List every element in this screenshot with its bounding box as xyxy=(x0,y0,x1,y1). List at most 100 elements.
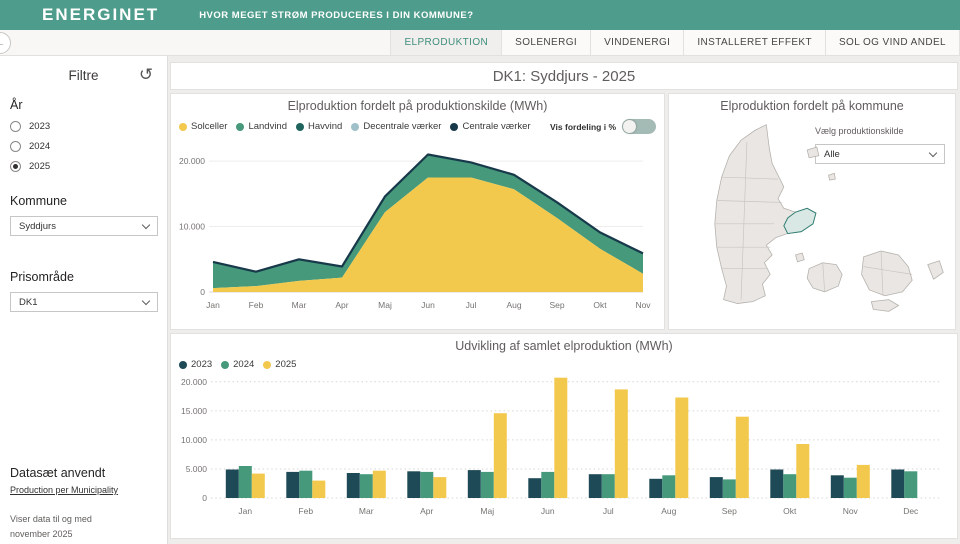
chevron-down-icon xyxy=(141,296,151,305)
prisomraade-filter-label: Prisområde xyxy=(10,270,74,284)
radio-checked-icon xyxy=(10,161,21,172)
svg-text:Okt: Okt xyxy=(783,506,797,516)
energinet-logo: ENERGINET xyxy=(42,5,160,24)
map-samsoe xyxy=(795,252,805,263)
tab-installeret-effekt[interactable]: INSTALLERET EFFEKT xyxy=(683,30,825,55)
svg-text:Aug: Aug xyxy=(506,300,521,310)
legend-label: 2023 xyxy=(191,359,213,370)
radio-label: 2025 xyxy=(29,161,51,172)
percent-toggle-label: Vis fordeling i % xyxy=(550,121,616,132)
kommune-dropdown[interactable]: Syddjurs xyxy=(10,216,158,236)
stacked-area-chart[interactable]: 0 10.000 20.000 Jan Feb Mar Apr Maj Jun Jul Aug Sep… xyxy=(171,134,656,322)
legend-label: 2024 xyxy=(233,359,255,370)
data-note-line2: november 2025 xyxy=(10,529,73,539)
kommune-filter-label: Kommune xyxy=(10,194,67,208)
filters-title: Filtre xyxy=(68,68,99,83)
production-source-dropdown-value: Alle xyxy=(824,148,840,160)
year-filter-label: År xyxy=(10,98,23,112)
map-lolland xyxy=(870,299,899,312)
landvind-dot-icon xyxy=(236,122,245,131)
legend-label: Havvind xyxy=(308,121,343,132)
svg-text:Feb: Feb xyxy=(298,506,313,516)
legend-item-centrale[interactable]: Centrale værker xyxy=(450,121,531,132)
havvind-dot-icon xyxy=(296,122,304,131)
svg-text:Apr: Apr xyxy=(420,506,433,516)
legend-item-2023[interactable]: 2023 xyxy=(179,359,212,370)
tab-solenergi[interactable]: SOLENERGI xyxy=(501,30,591,55)
legend-label: 2025 xyxy=(275,359,297,370)
bar-chart-title: Udvikling af samlet elproduktion (MWh) xyxy=(455,339,673,353)
kommune-filter: Kommune Syddjurs xyxy=(10,194,158,236)
svg-text:10.000: 10.000 xyxy=(181,435,207,445)
svg-text:Jun: Jun xyxy=(541,506,555,516)
data-note: Viser data til og med november 2025 xyxy=(10,512,92,542)
prisomraade-dropdown-value: DK1 xyxy=(19,296,38,308)
prisomraade-filter: Prisområde DK1 xyxy=(10,270,158,312)
svg-text:Nov: Nov xyxy=(843,506,859,516)
map-bornholm xyxy=(927,260,944,280)
svg-text:Jan: Jan xyxy=(206,300,220,310)
denmark-map[interactable] xyxy=(673,118,953,318)
year-radio-2025[interactable]: 2025 xyxy=(10,161,50,172)
header: ENERGINET HVOR MEGET STRØM PRODUCERES I … xyxy=(0,0,960,30)
production-source-dropdown[interactable]: Alle xyxy=(815,144,945,164)
report-canvas: DK1: Syddjurs - 2025 Elproduktion fordel… xyxy=(168,56,960,544)
legend-label: Centrale værker xyxy=(462,121,531,132)
year-radio-2024[interactable]: 2024 xyxy=(10,141,50,152)
dataset-heading: Datasæt anvendt xyxy=(10,466,106,480)
map-anholt xyxy=(828,172,836,181)
svg-text:0: 0 xyxy=(200,287,205,297)
grouped-bar-chart[interactable]: 0 5.000 10.000 15.000 20.000 Jan Feb Mar Apr Maj J… xyxy=(171,370,949,528)
svg-text:20.000: 20.000 xyxy=(179,156,205,166)
svg-text:Apr: Apr xyxy=(335,300,348,310)
kommune-map-panel: Elproduktion fordelt på kommune Vælg pro… xyxy=(668,93,956,330)
svg-text:Dec: Dec xyxy=(903,506,919,516)
production-source-select-label: Vælg produktionskilde xyxy=(815,126,904,136)
legend-item-landvind[interactable]: Landvind xyxy=(236,121,287,132)
radio-icon xyxy=(10,141,21,152)
legend-item-havvind[interactable]: Havvind xyxy=(296,121,342,132)
svg-text:20.000: 20.000 xyxy=(181,377,207,387)
tab-vindenergi[interactable]: VINDENERGI xyxy=(590,30,684,55)
map-laesoe xyxy=(806,146,820,159)
tab-sol-og-vind-andel[interactable]: SOL OG VIND ANDEL xyxy=(824,30,960,55)
legend-label: Landvind xyxy=(248,121,287,132)
year-2024-dot-icon xyxy=(221,360,230,369)
svg-text:10.000: 10.000 xyxy=(179,222,205,232)
solceller-dot-icon xyxy=(179,122,187,131)
reset-filters-icon[interactable]: ↺ xyxy=(138,65,154,84)
percent-toggle[interactable] xyxy=(622,119,656,134)
production-source-select-group: Vælg produktionskilde Alle xyxy=(815,126,945,164)
radio-label: 2023 xyxy=(29,121,51,132)
header-subtitle: HVOR MEGET STRØM PRODUCERES I DIN KOMMUN… xyxy=(199,9,474,21)
svg-text:Mar: Mar xyxy=(359,506,374,516)
year-radio-2023[interactable]: 2023 xyxy=(10,121,50,132)
production-source-chart-panel: Elproduktion fordelt på produktionskilde… xyxy=(170,93,665,330)
legend-item-solceller[interactable]: Solceller xyxy=(179,121,227,132)
svg-text:Jul: Jul xyxy=(466,300,477,310)
year-2023-dot-icon xyxy=(179,360,187,369)
kommune-dropdown-value: Syddjurs xyxy=(19,220,56,232)
area-chart-title: Elproduktion fordelt på produktionskilde… xyxy=(287,99,548,113)
toggle-knob xyxy=(623,120,636,133)
centrale-dot-icon xyxy=(450,122,459,131)
filter-sidebar: Filtre ↺ År 2023 2024 2025 Kommune xyxy=(0,56,168,544)
legend-item-2025[interactable]: 2025 xyxy=(263,359,296,370)
prisomraade-dropdown[interactable]: DK1 xyxy=(10,292,158,312)
radio-icon xyxy=(10,121,21,132)
dataset-link[interactable]: Production per Municipality xyxy=(10,485,119,495)
percent-toggle-group: Vis fordeling i % xyxy=(550,119,656,134)
back-button[interactable]: ← xyxy=(0,32,11,54)
report-title-panel: DK1: Syddjurs - 2025 xyxy=(170,62,958,90)
tab-bar: ← ELPRODUKTION SOLENERGI VINDENERGI INST… xyxy=(0,30,960,56)
year-2025-dot-icon xyxy=(263,360,272,369)
tab-elproduktion[interactable]: ELPRODUKTION xyxy=(390,30,502,55)
map-highlight-syddjurs xyxy=(783,207,817,235)
svg-text:Aug: Aug xyxy=(661,506,676,516)
legend-item-decentrale[interactable]: Decentrale værker xyxy=(351,121,441,132)
bar-chart-legend: 2023 2024 2025 xyxy=(171,353,957,370)
legend-item-2024[interactable]: 2024 xyxy=(221,359,254,370)
data-note-line1: Viser data til og med xyxy=(10,514,92,524)
chevron-down-icon xyxy=(141,220,151,229)
